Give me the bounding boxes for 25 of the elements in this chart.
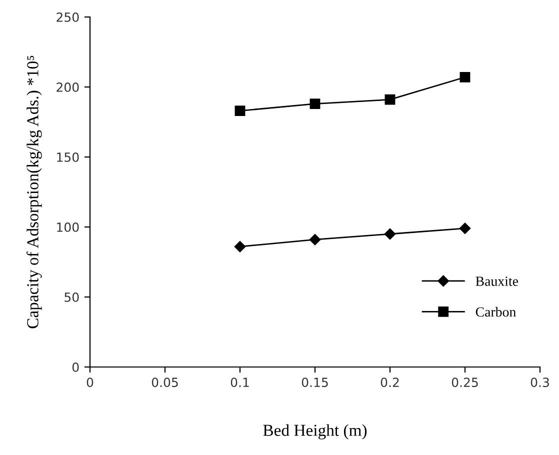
y-tick-label: 50 (64, 292, 79, 302)
x-tick-label: 0.1 (230, 378, 249, 388)
point (234, 106, 246, 116)
y-tick-label: 100 (57, 222, 79, 232)
x-tick-label: 0 (86, 378, 94, 388)
x-axis-title: Bed Height (m) (263, 424, 367, 440)
point (384, 94, 396, 105)
x-tick-label: 0.15 (302, 378, 328, 388)
legend-label: Carbon (476, 306, 516, 317)
y-tick-label: 0 (72, 362, 79, 372)
legend-label: Bauxite (476, 276, 518, 286)
point (459, 222, 471, 234)
x-tick-label: 0.05 (152, 378, 178, 388)
y-tick-label: 250 (56, 12, 79, 22)
y-tick-label: 150 (57, 152, 79, 162)
point (309, 234, 321, 246)
point (310, 98, 320, 110)
x-tick-label: 0.25 (452, 378, 478, 388)
x-tick-label: 0.3 (530, 378, 549, 388)
point (384, 228, 396, 240)
y-tick-label: 200 (56, 82, 79, 92)
point (234, 240, 246, 252)
y-axis-title: Capacity of Adsorption(kg/kg Ads.) *10⁵ (26, 56, 42, 328)
point (460, 72, 470, 82)
x-tick-label: 0.2 (380, 378, 399, 388)
